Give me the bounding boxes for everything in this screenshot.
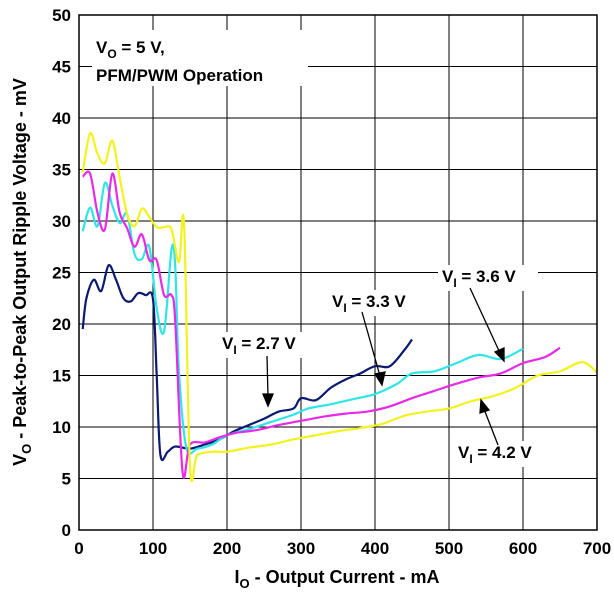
x-tick-label: 0 <box>74 539 83 558</box>
x-tick-label: 400 <box>361 539 389 558</box>
y-tick-label: 25 <box>52 264 71 283</box>
series-label-2-7: VI = 2.7 V <box>222 334 296 357</box>
condition-line-2: PFM/PWM Operation <box>96 66 263 85</box>
series-line-3-6-v <box>81 170 561 479</box>
series-label-3-6: VI = 3.6 V <box>442 267 516 290</box>
y-tick-label: 0 <box>62 521 71 540</box>
series-label-4-2: VI = 4.2 V <box>458 443 532 466</box>
x-tick-label: 700 <box>583 539 611 558</box>
x-tick-label: 300 <box>287 539 315 558</box>
series-line-2-7-v <box>81 264 413 461</box>
x-tick-label: 500 <box>435 539 463 558</box>
x-axis-title: IO - Output Current - mA <box>234 567 439 591</box>
series-label-3-3: VI = 3.3 V <box>332 292 406 315</box>
y-tick-label: 50 <box>52 6 71 25</box>
series-line-3-3-v <box>81 181 524 455</box>
label-bg-2-7 <box>218 332 318 358</box>
arrow-3-6 <box>469 287 501 354</box>
label-bg-3-6 <box>438 265 538 291</box>
y-tick-label: 40 <box>52 109 71 128</box>
arrow-3-3 <box>361 311 381 377</box>
leader-arrows <box>262 287 505 446</box>
x-tick-label: 200 <box>213 539 241 558</box>
y-tick-label: 15 <box>52 367 71 386</box>
plot-frame <box>78 14 598 531</box>
label-bg-3-3 <box>328 290 428 316</box>
arrowhead-2-7 <box>262 393 274 408</box>
condition-box <box>92 30 308 86</box>
y-axis-title: VO - Peak-to-Peak Output Ripple Voltage … <box>10 78 34 466</box>
y-tick-label: 35 <box>52 161 71 180</box>
arrow-4-2 <box>483 408 499 446</box>
y-tick-label: 5 <box>62 470 71 489</box>
y-tick-label: 45 <box>52 58 71 77</box>
condition-line-1: VO = 5 V, <box>96 38 165 61</box>
y-tick-label: 30 <box>52 212 71 231</box>
arrow-2-7 <box>266 355 269 398</box>
arrowhead-3-3 <box>373 371 386 387</box>
series-layer <box>81 132 598 483</box>
arrowhead-3-6 <box>493 346 505 363</box>
y-tick-label: 20 <box>52 315 71 334</box>
series-line-4-2-v <box>81 132 598 483</box>
label-bg-4-2 <box>454 441 554 467</box>
tick-labels: 0 100 200 300 400 500 600 700 0 5 10 15 20 25 30 35 40 45… <box>52 6 611 558</box>
y-tick-label: 10 <box>52 418 71 437</box>
x-tick-label: 600 <box>509 539 537 558</box>
arrowhead-4-2 <box>479 398 491 414</box>
x-tick-label: 100 <box>139 539 167 558</box>
